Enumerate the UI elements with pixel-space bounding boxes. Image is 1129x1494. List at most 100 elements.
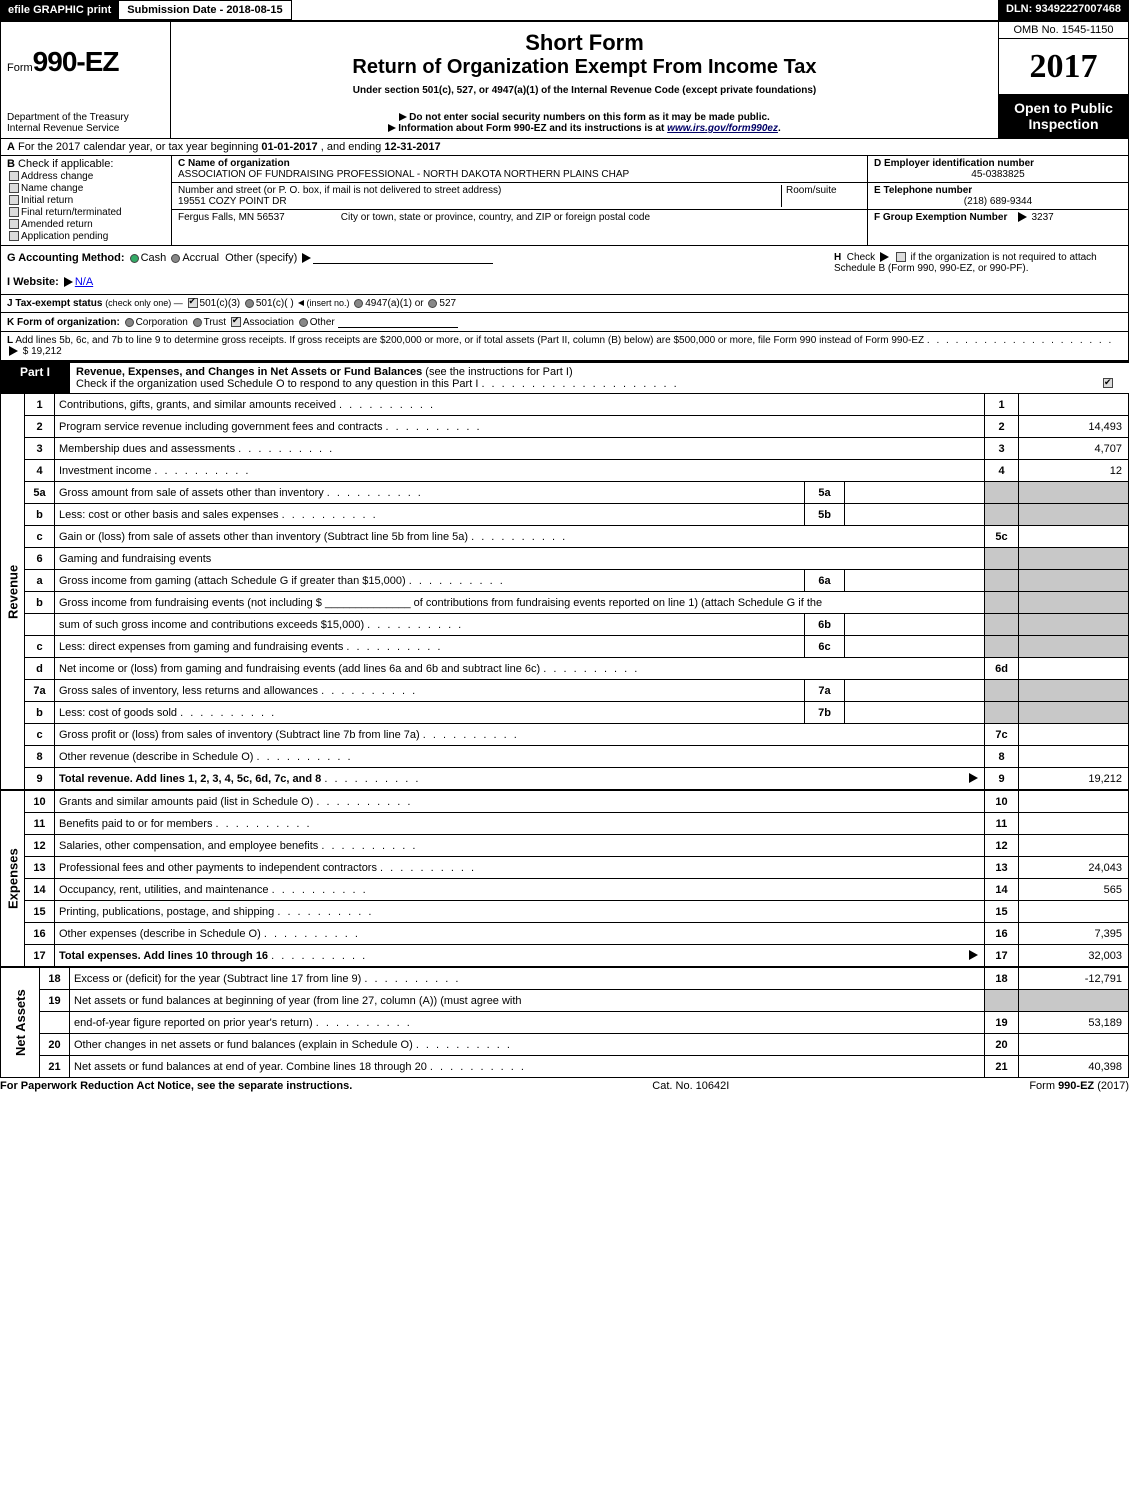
- table-row: sum of such gross income and contributio…: [1, 614, 1129, 636]
- line-val: [1019, 1034, 1129, 1056]
- line-lab: [985, 680, 1019, 702]
- tax-year: 2017: [999, 39, 1128, 94]
- form-prefix: Form: [7, 62, 33, 74]
- radio-icon[interactable]: [354, 299, 363, 308]
- row-desc: Total revenue. Add lines 1, 2, 3, 4, 5c,…: [55, 768, 985, 790]
- table-row: 21Net assets or fund balances at end of …: [1, 1056, 1129, 1078]
- line-val: 565: [1019, 879, 1129, 901]
- dots: [927, 335, 1113, 346]
- radio-icon[interactable]: [428, 299, 437, 308]
- k-label: K Form of organization:: [7, 317, 120, 328]
- g-cash: Cash: [141, 252, 167, 264]
- k-other-field[interactable]: [338, 316, 458, 328]
- e-phone-val: (218) 689-9344: [874, 196, 1122, 207]
- radio-icon[interactable]: [171, 254, 180, 263]
- j-o2-note: (insert no.): [306, 298, 349, 308]
- arrow-icon: [9, 346, 18, 356]
- row-desc: Contributions, gifts, grants, and simila…: [55, 394, 985, 416]
- row-number: 6: [25, 548, 55, 570]
- instr-ssn: Do not enter social security numbers on …: [409, 112, 770, 123]
- omb-number: OMB No. 1545-1150: [999, 22, 1128, 39]
- line-lab: 19: [985, 1012, 1019, 1034]
- chk-address-change[interactable]: Address change: [7, 171, 165, 182]
- radio-icon[interactable]: [299, 318, 308, 327]
- row-number: 18: [40, 968, 70, 990]
- table-row: 8Other revenue (describe in Schedule O) …: [1, 746, 1129, 768]
- row-desc: Other expenses (describe in Schedule O): [55, 923, 985, 945]
- row-number: 11: [25, 813, 55, 835]
- line-lab: 18: [985, 968, 1019, 990]
- line-val: [1019, 636, 1129, 658]
- chk-name-change[interactable]: Name change: [7, 183, 165, 194]
- j-note: (check only one) —: [105, 298, 183, 308]
- sub-val: [845, 636, 985, 658]
- col-b: B Check if applicable: Address change Na…: [1, 156, 171, 245]
- table-row: cLess: direct expenses from gaming and f…: [1, 636, 1129, 658]
- table-row: 4Investment income 412: [1, 460, 1129, 482]
- table-row: 12Salaries, other compensation, and empl…: [1, 835, 1129, 857]
- chk-initial-return[interactable]: Initial return: [7, 195, 165, 206]
- col-c: C Name of organization ASSOCIATION OF FU…: [171, 156, 868, 245]
- line-val: [1019, 724, 1129, 746]
- row-number: 20: [40, 1034, 70, 1056]
- checkbox-icon[interactable]: [188, 298, 198, 308]
- table-row: cGross profit or (loss) from sales of in…: [1, 724, 1129, 746]
- row-number: [40, 1012, 70, 1034]
- sub-val: [845, 702, 985, 724]
- row-number: 12: [25, 835, 55, 857]
- checkbox-icon[interactable]: [896, 252, 906, 262]
- line-lab: [985, 570, 1019, 592]
- line-val: [1019, 394, 1129, 416]
- checkbox-icon[interactable]: [231, 317, 241, 327]
- sub-lab: 7b: [805, 702, 845, 724]
- arrow-icon: [1018, 212, 1027, 222]
- line-a-letter: A: [7, 141, 15, 153]
- checkbox-icon[interactable]: [1103, 378, 1113, 388]
- sub-val: [845, 614, 985, 636]
- line-lab: [985, 592, 1019, 614]
- radio-icon[interactable]: [245, 299, 254, 308]
- website-link[interactable]: N/A: [75, 276, 93, 288]
- city-val: Fergus Falls, MN 56537: [178, 212, 338, 223]
- footer: For Paperwork Reduction Act Notice, see …: [0, 1078, 1129, 1094]
- sub-val: [845, 680, 985, 702]
- instructions-link[interactable]: www.irs.gov/form990ez: [667, 123, 778, 134]
- row-number: 13: [25, 857, 55, 879]
- line-val: [1019, 526, 1129, 548]
- line-val: [1019, 680, 1129, 702]
- line-val: 32,003: [1019, 945, 1129, 967]
- instr-suffix: .: [778, 123, 781, 134]
- instr-link-prefix: Information about Form 990-EZ and its in…: [398, 123, 667, 134]
- city-label: City or town, state or province, country…: [341, 212, 650, 223]
- chk-application-pending[interactable]: Application pending: [7, 231, 165, 242]
- radio-icon[interactable]: [193, 318, 202, 327]
- row-number: c: [25, 526, 55, 548]
- dept-treasury: Department of the Treasury: [7, 112, 164, 123]
- line-val: [1019, 482, 1129, 504]
- radio-icon[interactable]: [130, 254, 139, 263]
- j-o1: 501(c)(3): [200, 298, 241, 309]
- radio-icon[interactable]: [125, 318, 134, 327]
- chk-amended-return[interactable]: Amended return: [7, 219, 165, 230]
- table-row: aGross income from gaming (attach Schedu…: [1, 570, 1129, 592]
- row-number: 9: [25, 768, 55, 790]
- row-desc: Other changes in net assets or fund bala…: [70, 1034, 985, 1056]
- row-desc: Membership dues and assessments: [55, 438, 985, 460]
- row-desc: Gross profit or (loss) from sales of inv…: [55, 724, 985, 746]
- row-number: 7a: [25, 680, 55, 702]
- line-val: [1019, 702, 1129, 724]
- g-other-field[interactable]: [313, 252, 493, 264]
- sub-lab: 6b: [805, 614, 845, 636]
- line-lab: 21: [985, 1056, 1019, 1078]
- efile-print-button[interactable]: efile GRAPHIC print: [0, 0, 119, 20]
- row-desc: Salaries, other compensation, and employ…: [55, 835, 985, 857]
- open-inspection: Open to Public Inspection: [999, 94, 1128, 138]
- line-val: -12,791: [1019, 968, 1129, 990]
- checkbox-icon: [9, 231, 19, 241]
- line-lab: 17: [985, 945, 1019, 967]
- table-row: 17Total expenses. Add lines 10 through 1…: [1, 945, 1129, 967]
- line-val: [1019, 746, 1129, 768]
- chk-final-return[interactable]: Final return/terminated: [7, 207, 165, 218]
- sub-val: [845, 482, 985, 504]
- row-number: 5a: [25, 482, 55, 504]
